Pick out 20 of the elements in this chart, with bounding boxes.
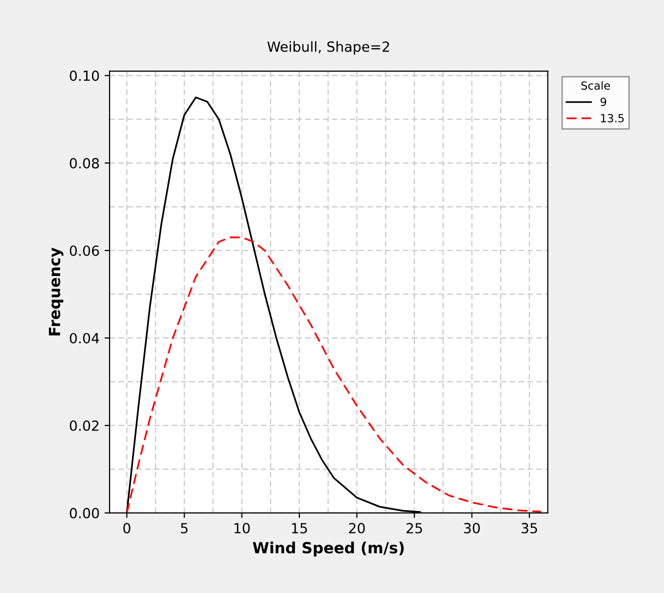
x-tick-label: 35: [522, 522, 538, 534]
y-tick-label: 0.04: [70, 332, 100, 344]
x-tick-label: 5: [180, 523, 188, 534]
x-axis-title: Wind Speed (m/s): [252, 542, 404, 556]
chart-title: Weibull, Shape=2: [267, 41, 390, 55]
y-tick-label: 0.00: [70, 508, 99, 518]
legend-title: Scale: [581, 81, 610, 90]
x-tick-label: 0: [123, 522, 130, 534]
x-tick-label: 10: [234, 522, 250, 534]
x-tick-label: 20: [349, 522, 365, 534]
y-tick-label: 0.06: [70, 245, 99, 256]
y-tick-label: 0.10: [70, 70, 99, 82]
legend-label: 9: [600, 98, 606, 106]
legend-label: 13.5: [601, 114, 624, 122]
y-axis-title: Frequency: [48, 248, 64, 336]
y-tick-label: 0.08: [70, 158, 99, 168]
x-tick-label: 25: [406, 522, 422, 534]
x-tick-label: 30: [464, 522, 480, 534]
y-tick-label: 0.02: [70, 420, 98, 431]
x-tick-label: 15: [292, 523, 307, 534]
